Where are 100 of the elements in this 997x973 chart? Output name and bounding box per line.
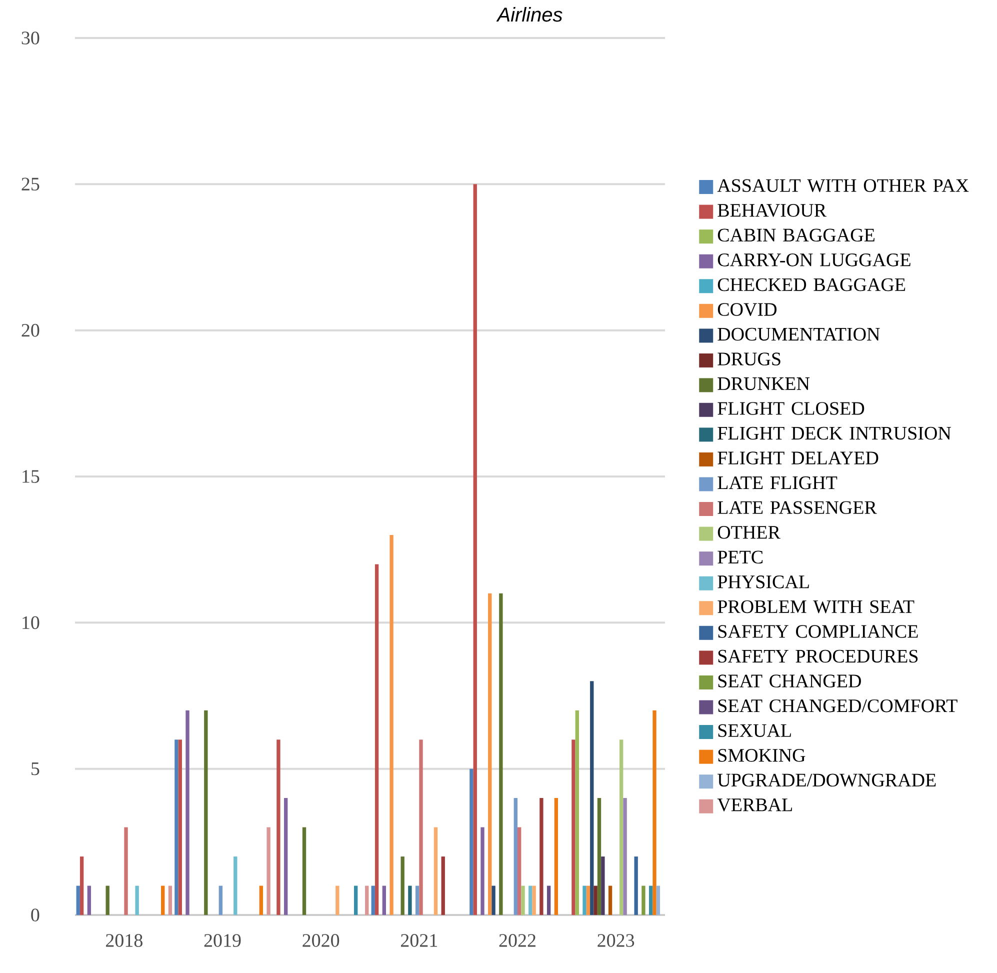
legend-label: FLIGHT DECK INTRUSION [718,426,951,440]
y-tick-label: 25 [22,178,40,191]
bar [575,710,579,915]
bar [620,740,624,915]
bar [532,886,536,915]
bar [371,886,375,915]
legend-label: FLIGHT CLOSED [718,402,864,415]
bar [499,593,503,915]
legend-label: FLIGHT DELAYED [718,452,878,464]
bar [178,740,182,915]
bar [597,798,602,915]
bar [354,886,358,915]
x-tick-label: 2021 [401,934,438,947]
bar [594,886,598,915]
bar [601,856,605,915]
x-tick-label: 2019 [204,934,241,947]
legend-label: SMOKING [718,749,806,762]
bar [652,710,656,915]
bar [234,856,238,915]
bar [590,681,594,915]
legend-label: SAFETY COMPLIANCE [718,625,918,638]
bar [514,798,518,915]
bar [259,886,264,915]
bar [608,886,612,915]
bar [266,827,270,915]
bar [540,798,544,915]
bar [586,886,590,915]
legend-label: CHECKED BAGGAGE [718,278,906,292]
bar [415,886,420,915]
bar [365,886,369,915]
bar [374,564,379,915]
bar [480,827,484,915]
legend-label: BEHAVIOUR [718,204,827,217]
legend-label: OTHER [718,526,780,539]
bar [656,886,660,915]
bar [470,768,474,915]
bar [135,886,139,915]
bar [419,740,423,915]
legend-label: VERBAL [717,798,792,812]
bar [124,827,128,915]
bar [336,886,340,915]
legend-label: SAFETY PROCEDURES [718,650,918,663]
legend-label: SEXUAL [718,724,791,737]
bar [634,856,638,915]
legend-label: UPGRADE/DOWNGRADE [718,774,936,787]
legend-label: PETC [718,550,763,564]
legend-label: SEAT CHANGED/COMFORT [718,699,958,712]
bar [390,534,394,915]
bar [276,740,280,915]
bar [546,886,551,915]
x-tick-label: 2022 [499,934,536,947]
y-tick-label: 20 [22,324,40,337]
legend-label: CABIN BAGGAGE [718,228,874,242]
bar [382,886,386,915]
bar [161,886,165,915]
chart-title: Airlines [496,7,562,22]
x-tick-label: 2023 [598,934,634,947]
bar [302,827,306,915]
bar [408,886,412,915]
bar [441,856,445,915]
y-tick-label: 0 [31,908,40,922]
bar [572,740,576,915]
legend-label: DOCUMENTATION [718,328,880,341]
bar [528,886,532,915]
bar [554,798,558,915]
legend-label: DRUGS [718,352,780,366]
bar [174,740,178,915]
y-tick-label: 5 [32,762,40,776]
bar [642,886,646,915]
legend-label: PHYSICAL [718,576,809,588]
bar [492,886,496,915]
legend-label: CARRY-ON LUGGAGE [718,254,910,266]
x-tick-label: 2020 [302,934,340,947]
y-tick-label: 15 [22,470,40,483]
bar [623,798,627,915]
bar [80,856,84,915]
bar [473,184,477,915]
y-tick-label: 30 [22,32,40,44]
bar [400,856,404,915]
legend-label: LATE FLIGHT [718,476,838,490]
bar [648,886,653,915]
bar [168,886,172,915]
bar [582,886,586,915]
bar [204,710,208,915]
bar [488,593,492,915]
bar [434,827,438,915]
legend-label: COVID [718,303,777,316]
legend-label: DRUNKEN [718,377,810,390]
bar [284,798,288,915]
bar [87,886,92,915]
bar [76,886,80,915]
legend-label: ASSAULT WITH OTHER PAX [717,179,969,192]
bar [106,886,110,915]
legend-label: SEAT CHANGED [718,674,861,688]
legend-label: PROBLEM WITH SEAT [718,600,914,614]
x-tick-label: 2018 [106,934,142,947]
bar [186,710,190,915]
bar [521,886,525,915]
bar [517,827,522,915]
bar [218,886,222,915]
